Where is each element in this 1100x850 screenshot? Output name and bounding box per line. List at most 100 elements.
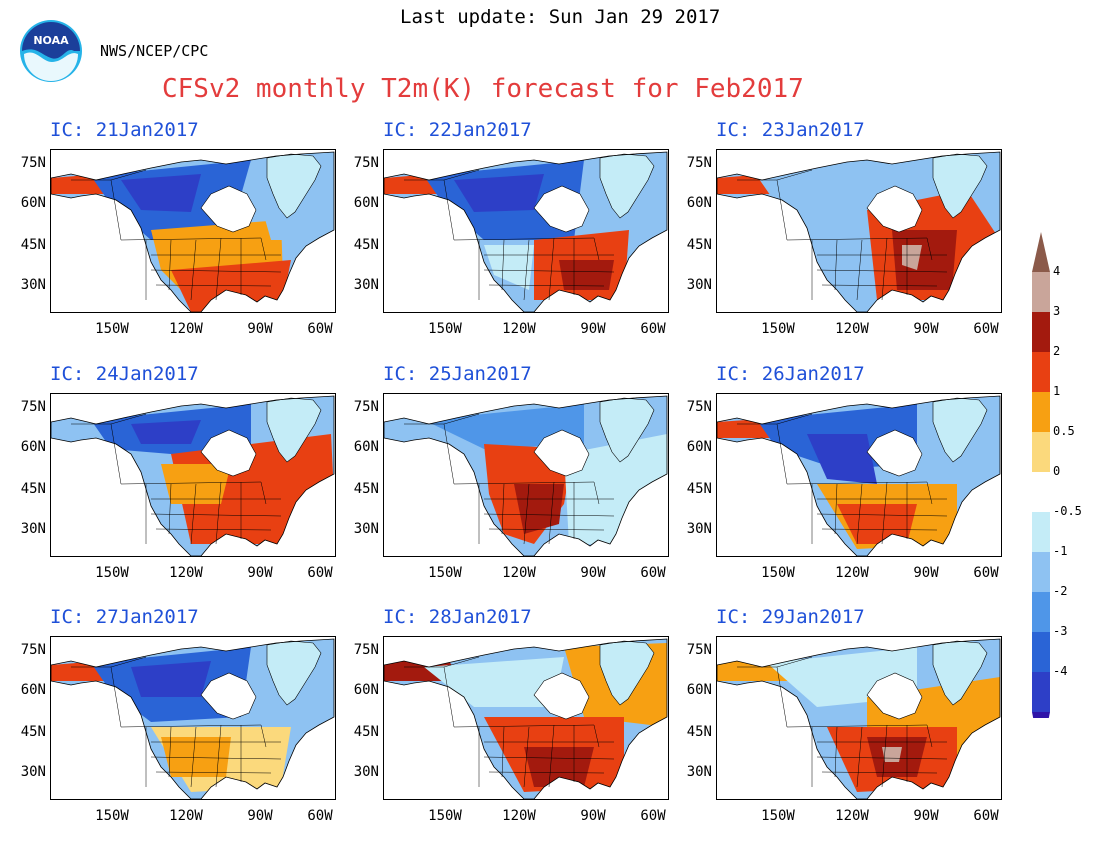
hudson-bay — [866, 672, 923, 720]
lon-label: 120W — [835, 808, 869, 824]
lon-label: 90W — [580, 565, 606, 581]
panel-title: IC: 27Jan2017 — [50, 606, 199, 628]
colorbar-tick-label: -1 — [1053, 544, 1068, 558]
lat-label: 30N — [353, 521, 379, 537]
state-borders — [404, 656, 615, 788]
lat-label: 30N — [20, 521, 46, 537]
hudson-bay — [533, 185, 590, 233]
hudson-bay — [866, 429, 923, 477]
lat-label: 30N — [353, 764, 379, 780]
lon-label: 150W — [95, 321, 129, 337]
colorbar-top-arrow — [1032, 232, 1050, 272]
lon-label: 150W — [761, 808, 795, 824]
greenland — [599, 397, 655, 463]
hudson-bay — [200, 185, 257, 233]
colorbar-tick-label: 4 — [1053, 264, 1061, 278]
lat-label: 60N — [20, 682, 46, 698]
coastline — [51, 395, 335, 556]
forecast-map — [383, 636, 669, 800]
panel-title: IC: 29Jan2017 — [716, 606, 865, 628]
lat-label: 30N — [20, 764, 46, 780]
map-canvas — [384, 395, 668, 556]
state-borders — [737, 413, 948, 545]
panel-title: IC: 26Jan2017 — [716, 363, 865, 385]
lon-label: 120W — [502, 808, 536, 824]
lon-label: 90W — [247, 321, 273, 337]
coastline — [384, 395, 668, 556]
lat-label: 45N — [353, 481, 379, 497]
lon-label: 90W — [913, 565, 939, 581]
greenland — [599, 153, 655, 219]
anomaly-region — [514, 484, 564, 534]
forecast-map — [50, 149, 336, 313]
map-canvas — [717, 395, 1001, 556]
coastline — [717, 395, 1001, 556]
lat-label: 45N — [686, 481, 712, 497]
hudson-bay — [200, 429, 257, 477]
hudson-bay — [533, 429, 590, 477]
lat-label: 60N — [353, 195, 379, 211]
state-borders — [404, 169, 615, 301]
anomaly-region — [454, 174, 544, 212]
colorbar-tick-label: -0.5 — [1053, 504, 1082, 518]
forecast-map — [383, 149, 669, 313]
map-canvas — [51, 151, 335, 312]
greenland — [932, 640, 988, 706]
lon-label: 60W — [973, 565, 999, 581]
anomaly-region — [131, 661, 211, 697]
lat-label: 75N — [20, 642, 46, 658]
panel-title: IC: 22Jan2017 — [383, 119, 532, 141]
lat-label: 60N — [20, 195, 46, 211]
lon-label: 90W — [913, 808, 939, 824]
lon-label: 150W — [428, 808, 462, 824]
lat-label: 45N — [20, 481, 46, 497]
colorbar-tick-label: -3 — [1053, 624, 1068, 638]
colorbar-segment — [1032, 352, 1050, 392]
colorbar-segment — [1032, 552, 1050, 592]
lat-label: 45N — [20, 237, 46, 253]
lon-label: 60W — [640, 808, 666, 824]
colorbar-segment — [1032, 272, 1050, 312]
anomaly-region — [161, 737, 231, 777]
coastline — [717, 638, 1001, 799]
lat-label: 45N — [20, 724, 46, 740]
hudson-bay — [533, 672, 590, 720]
map-canvas — [717, 151, 1001, 312]
lon-label: 60W — [307, 565, 333, 581]
lat-label: 75N — [686, 155, 712, 171]
colorbar-tick-label: 1 — [1053, 384, 1061, 398]
lat-label: 60N — [353, 439, 379, 455]
map-canvas — [384, 638, 668, 799]
colorbar-tick-label: 0.5 — [1053, 424, 1075, 438]
agency-label: NWS/NCEP/CPC — [100, 42, 209, 60]
colorbar-bottom-arrow — [1032, 712, 1050, 758]
page-title: CFSv2 monthly T2m(K) forecast for Feb201… — [162, 74, 804, 104]
greenland — [599, 640, 655, 706]
anomaly-region — [892, 230, 957, 290]
lon-label: 120W — [835, 565, 869, 581]
lon-label: 90W — [247, 565, 273, 581]
colorbar-segment — [1032, 512, 1050, 552]
state-borders — [71, 169, 282, 301]
anomaly-region — [524, 747, 594, 787]
coastline — [717, 151, 1001, 312]
coastline — [384, 638, 668, 799]
panel-title: IC: 21Jan2017 — [50, 119, 199, 141]
lon-label: 150W — [428, 565, 462, 581]
forecast-map — [716, 149, 1002, 313]
state-borders — [71, 656, 282, 788]
lat-label: 75N — [353, 155, 379, 171]
lon-label: 150W — [761, 565, 795, 581]
map-canvas — [51, 395, 335, 556]
noaa-logo: NOAA — [18, 18, 84, 84]
lon-label: 90W — [913, 321, 939, 337]
colorbar-tick-label: 3 — [1053, 304, 1061, 318]
greenland — [932, 153, 988, 219]
last-update-text: Last update: Sun Jan 29 2017 — [400, 6, 721, 28]
anomaly-region — [837, 504, 917, 544]
forecast-map — [716, 636, 1002, 800]
lon-label: 120W — [169, 808, 203, 824]
map-canvas — [384, 151, 668, 312]
panel-title: IC: 23Jan2017 — [716, 119, 865, 141]
colorbar-segment — [1032, 592, 1050, 632]
